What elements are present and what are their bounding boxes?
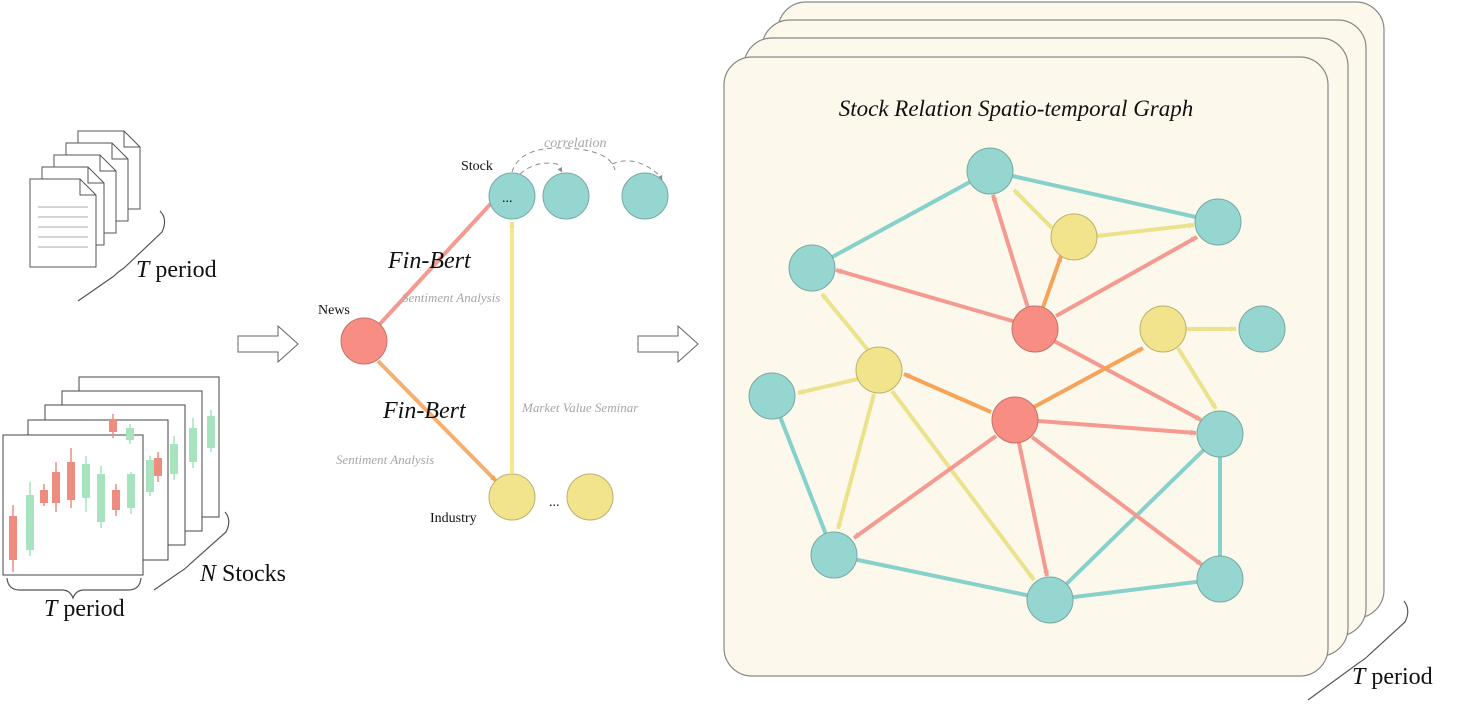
graph-edge xyxy=(1055,235,1198,318)
candle-body xyxy=(52,472,60,503)
news-node xyxy=(340,317,388,365)
stock-node xyxy=(1194,198,1242,246)
document-page-front xyxy=(29,178,97,268)
stock-node xyxy=(542,172,590,220)
graph-title: Stock Relation Spatio-temporal Graph xyxy=(839,96,1194,121)
news-label: News xyxy=(318,303,350,318)
stock-charts-stack xyxy=(2,376,230,600)
charts-period-label: T period xyxy=(44,596,125,622)
graph-edge xyxy=(1037,419,1197,436)
graph-nodes xyxy=(748,147,1286,624)
stock-ellipsis: ... xyxy=(502,191,513,206)
flow-arrow-2 xyxy=(637,324,699,364)
stock-node xyxy=(1196,410,1244,458)
graph-edge xyxy=(797,377,859,395)
candle-body xyxy=(9,516,17,560)
candle-body xyxy=(82,464,90,498)
candle-body xyxy=(207,416,215,448)
industry-label: Industry xyxy=(430,511,477,526)
graph-edge xyxy=(988,169,1220,224)
graph-edge xyxy=(835,268,1017,324)
news-to-industry-edge xyxy=(376,359,498,483)
candle-body xyxy=(40,490,48,503)
correlation-label: correlation xyxy=(544,136,606,151)
stock-node xyxy=(788,244,836,292)
middle-relation-diagram: Stock ... correlation News Fin-Bert Sent… xyxy=(318,136,669,526)
flow-arrow-1 xyxy=(237,324,299,364)
graph-edge xyxy=(890,389,1036,582)
stock-label: Stock xyxy=(461,159,493,174)
candle-body xyxy=(127,474,135,508)
graph-edge xyxy=(852,434,998,540)
stock-node xyxy=(748,372,796,420)
graph-edge xyxy=(1012,188,1054,230)
candle-body xyxy=(170,444,178,474)
stock-node xyxy=(621,172,669,220)
stock-relation-graph xyxy=(748,147,1286,624)
stock-node xyxy=(1026,576,1074,624)
news-node xyxy=(991,396,1039,444)
candle-body xyxy=(126,428,134,440)
stock-node xyxy=(1238,305,1286,353)
brace xyxy=(6,577,142,600)
graph-edge xyxy=(1017,442,1049,577)
candle-body xyxy=(146,460,154,492)
graph-edge xyxy=(1033,346,1144,409)
candle-body xyxy=(97,474,105,522)
graph-edge xyxy=(836,393,876,530)
news-node xyxy=(1011,305,1059,353)
news-edges xyxy=(835,194,1204,577)
brace xyxy=(77,210,166,302)
brace xyxy=(153,511,230,591)
industry-node xyxy=(488,473,536,521)
stock-node xyxy=(488,172,536,220)
industry-ellipsis: ... xyxy=(549,495,560,510)
stock-node xyxy=(810,531,858,579)
candle-body xyxy=(67,462,75,500)
graph-period-label: T period xyxy=(1352,664,1433,690)
correlation-arc xyxy=(611,160,663,181)
sentiment-label-bottom: Sentiment Analysis xyxy=(336,452,434,467)
industry-node xyxy=(855,346,903,394)
correlation-arc xyxy=(511,147,616,173)
graph-edge xyxy=(770,394,836,557)
graph-edge xyxy=(1176,346,1218,411)
stock-node xyxy=(1196,555,1244,603)
stocks-count-label: N Stocks xyxy=(199,561,286,587)
graph-edge xyxy=(832,553,1052,602)
chart-sheet-front xyxy=(2,434,144,576)
candle-body xyxy=(154,458,162,476)
candle-body xyxy=(112,490,120,510)
news-documents-stack xyxy=(29,130,166,302)
graph-edge xyxy=(1048,577,1222,602)
graph-edge xyxy=(1096,222,1195,238)
industry-node xyxy=(1050,213,1098,261)
candle-body xyxy=(189,428,197,462)
finbert-label-bottom: Fin-Bert xyxy=(382,398,467,424)
industry-node xyxy=(1139,305,1187,353)
graph-edge xyxy=(1040,255,1063,311)
news-to-stock-edge xyxy=(376,196,498,328)
graph-edge xyxy=(991,194,1030,309)
candle-body xyxy=(109,420,117,432)
graph-edge xyxy=(1030,435,1204,567)
finbert-label-top: Fin-Bert xyxy=(387,248,472,274)
yellow-edges xyxy=(797,188,1237,582)
correlation-arc xyxy=(519,162,563,175)
graph-edge xyxy=(903,372,992,414)
graph-edge xyxy=(1053,339,1202,422)
docs-period-label: T period xyxy=(136,257,217,283)
graph-edge xyxy=(820,292,870,352)
candle-body xyxy=(26,495,34,550)
industry-node xyxy=(566,473,614,521)
sentiment-label-top: Sentiment Analysis xyxy=(402,290,500,305)
graph-edge xyxy=(810,169,992,270)
brace xyxy=(1307,600,1409,701)
stock-node xyxy=(966,147,1014,195)
teal-edges xyxy=(770,169,1222,602)
market-value-label: Market Value Seminar xyxy=(521,400,639,415)
candlesticks xyxy=(9,410,215,572)
